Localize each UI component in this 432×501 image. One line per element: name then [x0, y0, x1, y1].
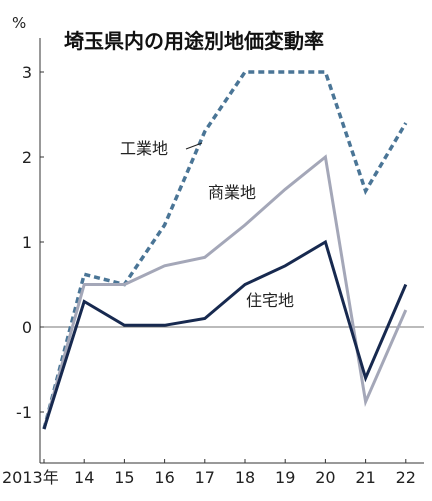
y-tick-label: 2: [22, 148, 32, 167]
series-labels: 工業地 商業地 住宅地: [120, 139, 294, 310]
x-tick-label: 21: [355, 468, 375, 487]
x-tick-label: 22: [396, 468, 416, 487]
x-tick-label: 14: [74, 468, 94, 487]
x-tick-label: 15: [114, 468, 134, 487]
series-lines: [42, 70, 408, 430]
y-ticks: 3 2 1 0 -1: [16, 63, 44, 422]
x-tick-label: 16: [154, 468, 174, 487]
x-tick-label: 18: [235, 468, 255, 487]
series-label-commercial: 商業地: [208, 183, 256, 202]
y-tick-label: 3: [22, 63, 32, 82]
series-label-industrial-leader: [185, 142, 203, 150]
y-tick-label: 1: [22, 233, 32, 252]
x-tick-label: 17: [195, 468, 215, 487]
x-tick-label: 2013年: [2, 468, 59, 487]
series-label-industrial: 工業地: [120, 139, 168, 158]
y-tick-label: 0: [22, 318, 32, 337]
series-label-residential: 住宅地: [246, 291, 294, 310]
y-unit-label: %: [12, 14, 26, 32]
series-line-residential: [42, 239, 408, 430]
x-tick-label: 19: [275, 468, 295, 487]
x-ticks: 2013年 14 15 16 17 18 19 20 21 22: [2, 459, 416, 487]
series-line-commercial: [42, 154, 408, 430]
series-line-industrial: [42, 70, 408, 430]
chart-title: 埼玉県内の用途別地価変動率: [64, 29, 324, 53]
y-tick-label: -1: [16, 403, 32, 422]
x-tick-label: 20: [315, 468, 335, 487]
